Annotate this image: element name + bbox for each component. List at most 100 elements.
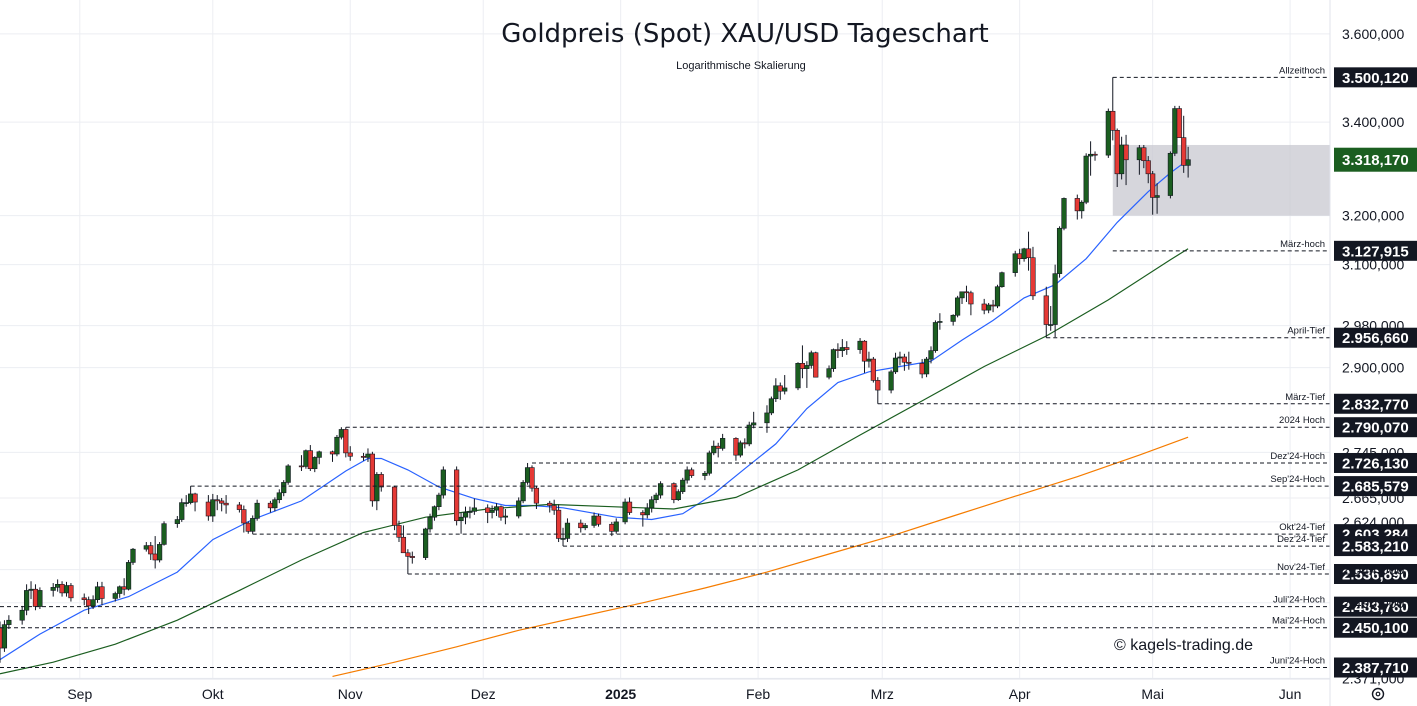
candle: [857, 338, 863, 354]
candle: [711, 440, 717, 456]
svg-text:2.387,710: 2.387,710: [1342, 660, 1409, 677]
candle: [112, 591, 118, 602]
y-tick-label: 3.600,000: [1342, 26, 1404, 42]
svg-text:3.318,170: 3.318,170: [1342, 152, 1409, 169]
candle: [813, 351, 819, 378]
candle: [86, 596, 92, 614]
x-axis: Sep Okt Nov Dez 2025 Feb Mrz Apr Mai Jun: [67, 686, 1301, 702]
candle: [1181, 115, 1187, 173]
candle: [720, 433, 726, 451]
candle: [516, 497, 522, 519]
level-note: Juni'24-Hoch: [1270, 656, 1325, 667]
level-note: Nov'24-Tief: [1277, 562, 1325, 573]
candle: [768, 396, 774, 416]
candle: [205, 495, 211, 521]
candle: [999, 271, 1005, 288]
svg-text:2.685,579: 2.685,579: [1342, 479, 1409, 496]
candle: [839, 339, 845, 357]
level-note: Dez'24-Hoch: [1270, 451, 1325, 462]
candle: [19, 605, 25, 625]
gear-icon: [1371, 687, 1385, 701]
candle: [595, 513, 602, 527]
candle: [241, 505, 247, 533]
level-note: Mai'24-Hoch: [1272, 616, 1325, 627]
candle: [1030, 246, 1036, 300]
candle: [422, 527, 429, 561]
candle: [267, 500, 274, 513]
candle: [582, 523, 588, 531]
y-axis: 3.600,000 3.400,000 3.200,000 3.100,000 2.98…: [1342, 26, 1404, 686]
candle: [968, 290, 974, 316]
candle: [782, 375, 788, 395]
candle: [99, 581, 105, 606]
candle: [671, 482, 677, 504]
candle: [94, 581, 101, 603]
candle: [55, 579, 61, 592]
candle: [1056, 226, 1063, 278]
candle: [223, 495, 229, 514]
candle: [746, 421, 752, 447]
candle: [285, 464, 291, 485]
candle: [471, 498, 477, 515]
candle: [281, 480, 287, 497]
level-price-label: 3.500,120: [1334, 67, 1417, 88]
candle: [622, 498, 628, 525]
candle: [192, 492, 198, 512]
x-tick-label: Mai: [1141, 686, 1164, 702]
grid: [0, 0, 1330, 679]
candle: [560, 527, 566, 547]
settings-button[interactable]: [1371, 687, 1385, 701]
candle: [1150, 170, 1156, 215]
candle: [688, 467, 695, 478]
candle: [524, 462, 531, 485]
candle: [861, 340, 868, 373]
candle: [467, 506, 473, 519]
candle: [1172, 105, 1178, 157]
candle: [804, 361, 810, 388]
candle: [427, 513, 433, 533]
candle: [298, 455, 305, 471]
candle: [520, 480, 526, 504]
candle: [174, 516, 180, 528]
moving-averages: [0, 159, 1189, 677]
candle: [179, 498, 185, 522]
candle: [378, 472, 384, 492]
candle: [986, 302, 992, 314]
candle: [564, 518, 571, 543]
candle: [236, 502, 243, 513]
candle: [715, 442, 721, 458]
x-tick-label: Sep: [67, 686, 92, 702]
candle: [329, 450, 336, 462]
candle: [37, 587, 43, 609]
level-note: 2024 Hoch: [1279, 415, 1325, 426]
candle: [502, 509, 509, 525]
candle: [312, 456, 318, 473]
svg-text:2.536,890: 2.536,890: [1342, 566, 1409, 583]
y-tick-label: 3.100,000: [1342, 257, 1404, 273]
candle: [1110, 77, 1116, 141]
level-note: Dez'24-Tief: [1277, 534, 1325, 545]
candle: [591, 512, 597, 528]
candle: [954, 295, 961, 318]
x-tick-label: Mrz: [871, 686, 894, 702]
candle: [684, 466, 690, 484]
y-tick-label: 2.745,000: [1342, 444, 1404, 460]
candle: [23, 584, 30, 616]
level-lines: Allzeithoch 3.500,120 März-hoch 3.127,915 Ap…: [0, 65, 1417, 678]
level-price-label: 2.832,770: [1334, 393, 1417, 414]
candle: [458, 512, 464, 534]
svg-text:2.790,070: 2.790,070: [1342, 420, 1409, 437]
candle: [374, 472, 380, 511]
candle: [81, 593, 87, 606]
candle: [485, 504, 491, 524]
candle: [1025, 231, 1032, 271]
candle: [28, 581, 34, 600]
candle: [303, 449, 309, 469]
candle: [1141, 144, 1147, 169]
candle: [994, 284, 1001, 309]
level-note: Okt'24-Tief: [1279, 522, 1325, 533]
candle: [888, 369, 894, 394]
candle: [1052, 264, 1058, 338]
candle: [307, 445, 313, 471]
candle: [835, 343, 841, 359]
